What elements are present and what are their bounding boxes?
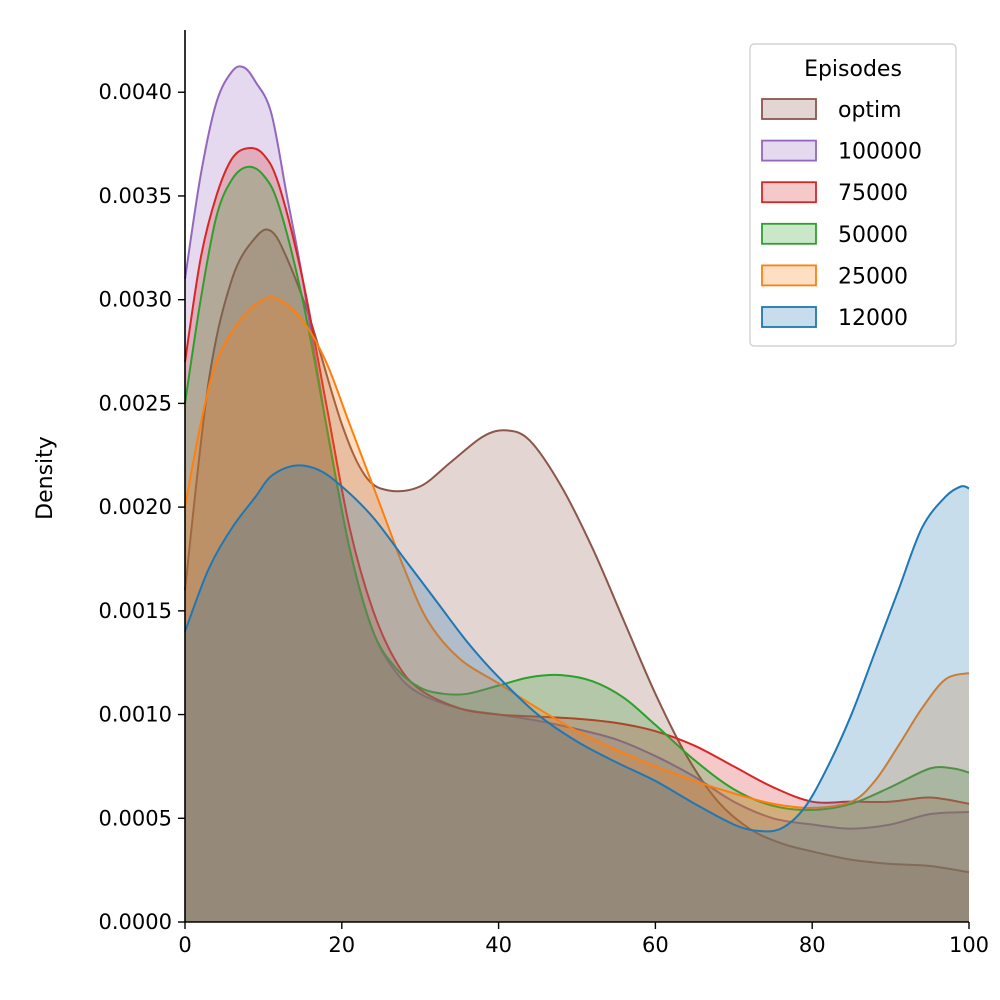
density-line-100000 [184,65,970,830]
legend-label-75000: 75000 [838,181,908,206]
legend-swatch-50000 [761,222,817,245]
area-fill-75000 [185,148,969,923]
density-line-optim [184,228,970,874]
legend-title: Episodes [804,57,902,82]
x-tick-label: 60 [642,933,669,957]
area-fill-100000 [185,66,969,923]
density-line-75000 [184,147,970,805]
x-tick-label: 100 [949,933,989,957]
axes: 0 20 40 60 80 100 0.0000 0.0005 0.0010 0.0015 0.00… [99,30,989,957]
y-axis-label: Density [33,436,58,520]
density-line-50000 [184,165,970,812]
x-tick-label: 0 [178,933,191,957]
x-tick-label: 40 [485,933,512,957]
legend-swatch-25000 [761,264,817,287]
density-areas [184,65,970,923]
legend-items: optim 100000 75000 50000 25000 12000 [761,98,922,331]
area-fill-12000 [185,465,969,922]
area-fill-25000 [185,297,969,922]
y-tick-label: 0.0015 [99,599,172,623]
y-tick-label: 0.0000 [99,910,172,934]
area-fill-optim [185,229,969,922]
legend-label-12000: 12000 [838,306,908,331]
legend-swatch-75000 [761,181,817,204]
legend-swatch-12000 [761,306,817,328]
legend-label-50000: 50000 [838,223,908,248]
y-tick-label: 0.0005 [99,806,172,830]
legend-label-100000: 100000 [838,140,922,165]
y-tick-label: 0.0035 [99,184,172,208]
legend-label-optim: optim [838,98,902,123]
density-line-12000 [184,464,970,833]
legend-swatch-optim [761,98,817,120]
x-tick-label: 80 [799,933,826,957]
y-tick-label: 0.0030 [99,288,172,312]
y-tick-label: 0.0025 [99,391,172,415]
legend-swatch-100000 [761,139,817,162]
y-tick-label: 0.0010 [99,703,172,727]
y-tick-label: 0.0020 [99,495,172,519]
legend: Episodes optim 100000 75000 50000 25000 12000 [749,43,957,347]
density-line-25000 [184,296,970,809]
x-tick-label: 20 [328,933,355,957]
y-tick-label: 0.0040 [99,80,172,104]
legend-label-25000: 25000 [838,264,908,289]
area-fill-50000 [185,166,969,922]
